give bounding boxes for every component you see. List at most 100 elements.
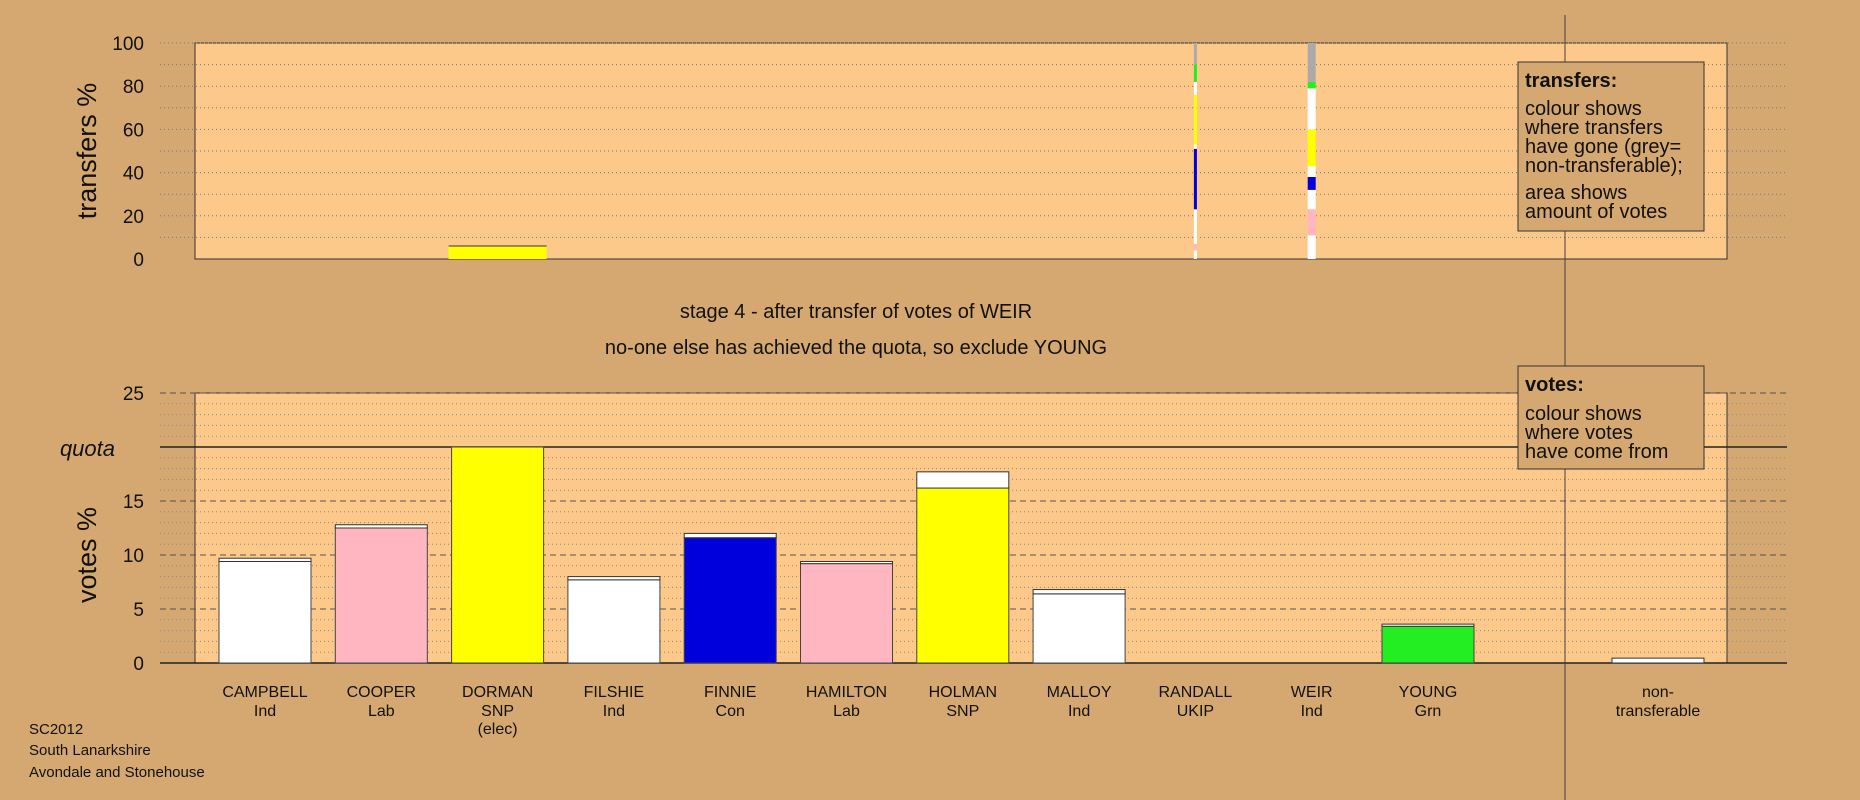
- candidate-party: Ind: [1301, 703, 1323, 720]
- quota-label: quota: [60, 436, 115, 461]
- transfer-segment: [1307, 176, 1316, 190]
- transfer-segment: [1193, 250, 1197, 259]
- votes-legend-title: votes:: [1525, 374, 1584, 396]
- transfer-segment: [1307, 235, 1316, 259]
- transfers-bars: [448, 43, 1316, 259]
- candidate-name: FILSHIE: [584, 684, 644, 701]
- candidate-name: RANDALL: [1158, 684, 1232, 701]
- footer-election: SC2012: [29, 721, 83, 738]
- transfer-segment: [1307, 129, 1316, 167]
- candidate-name: HAMILTON: [806, 684, 887, 701]
- quota-caption: no-one else has achieved the quota, so e…: [605, 337, 1107, 359]
- vote-bar-transfer: [800, 560, 893, 565]
- candidate-party: Con: [716, 703, 745, 720]
- vote-bar: [1032, 593, 1126, 664]
- footer-ward: Avondale and Stonehouse: [29, 764, 205, 781]
- transfers-legend-line: have gone (grey=: [1525, 136, 1681, 158]
- candidate-name: DORMAN: [462, 684, 533, 701]
- candidate-labels: CAMPBELLIndCOOPERLabDORMANSNP(elec)FILSH…: [222, 684, 1700, 738]
- transfer-segment: [448, 246, 547, 259]
- transfers-legend-line: colour shows: [1525, 98, 1642, 120]
- y-tick-label: 0: [133, 654, 144, 675]
- transfer-segment: [1307, 43, 1316, 82]
- transfer-segment: [1193, 144, 1197, 149]
- candidate-party: Ind: [1068, 703, 1090, 720]
- nontransferable-label: non-: [1642, 684, 1674, 701]
- transfer-segment: [1193, 209, 1197, 244]
- votes-legend-line: colour shows: [1525, 403, 1642, 425]
- votes-legend-line: where votes: [1524, 422, 1633, 444]
- vote-bar-transfer: [218, 557, 312, 562]
- candidate-party: Lab: [833, 703, 860, 720]
- y-tick-label: 10: [123, 546, 144, 567]
- y-tick-label: 20: [123, 207, 144, 228]
- candidate-name: CAMPBELL: [222, 684, 307, 701]
- vote-bar-transfer: [567, 576, 661, 581]
- votes-legend-box: [1517, 365, 1705, 470]
- vote-bar-transfer: [334, 524, 428, 529]
- vote-bar: [451, 446, 545, 664]
- y-tick-label: 15: [123, 492, 144, 513]
- transfers-legend: transfers: colour shows where transfers …: [1517, 61, 1705, 232]
- candidate-name: MALLOY: [1047, 684, 1112, 701]
- vote-bar: [800, 563, 893, 664]
- candidate-name: FINNIE: [704, 684, 756, 701]
- vote-bar: [916, 487, 1010, 664]
- transfer-segment: [1193, 148, 1197, 210]
- transfer-segment: [1193, 43, 1197, 65]
- candidate-name: WEIR: [1291, 684, 1333, 701]
- nontransferable-bar: [1611, 657, 1705, 664]
- transfer-segment: [1193, 243, 1197, 251]
- transfer-segment: [1307, 81, 1316, 89]
- candidate-name: HOLMAN: [929, 684, 997, 701]
- candidate-party: Grn: [1415, 703, 1442, 720]
- nontransferable-label: transferable: [1616, 703, 1701, 720]
- y-tick-label: 60: [123, 120, 144, 141]
- transfer-segment: [1193, 81, 1197, 95]
- y-tick-label: 80: [123, 77, 144, 98]
- vote-bar-transfer: [683, 532, 777, 539]
- y-tick-label: 40: [123, 164, 144, 185]
- transfers-legend-line: area shows: [1525, 182, 1627, 204]
- vote-bar-transfer: [1032, 589, 1126, 595]
- candidate-status: (elec): [478, 721, 518, 738]
- y-tick-label: 100: [112, 34, 144, 55]
- transfer-segment: [1307, 166, 1316, 177]
- stage-caption: stage 4 - after transfer of votes of WEI…: [680, 301, 1032, 323]
- transfers-legend-line: where transfers: [1524, 117, 1663, 139]
- transfers-y-ticks: 0 20 40 60 80 100: [112, 34, 144, 271]
- vote-bar: [683, 537, 777, 664]
- votes-legend-line: have come from: [1525, 441, 1668, 463]
- transfers-legend-title: transfers:: [1525, 70, 1617, 92]
- vote-bar: [334, 527, 428, 664]
- transfers-legend-line: non-transferable);: [1525, 155, 1683, 177]
- vote-bar: [567, 579, 661, 664]
- candidate-name: COOPER: [347, 684, 416, 701]
- y-tick-label: 0: [133, 250, 144, 271]
- vote-bar-transfer: [916, 471, 1010, 489]
- candidate-name: YOUNG: [1399, 684, 1458, 701]
- votes-bars: [218, 446, 1705, 664]
- candidate-party: Ind: [254, 703, 276, 720]
- votes-legend: votes: colour shows where votes have com…: [1517, 365, 1705, 470]
- candidate-party: Lab: [368, 703, 395, 720]
- votes-axis-title: votes %: [72, 507, 102, 603]
- footer-council: South Lanarkshire: [29, 742, 151, 759]
- vote-bar-transfer: [1381, 623, 1475, 627]
- votes-y-ticks: 0 5 10 15 25: [123, 384, 144, 675]
- candidate-party: Ind: [603, 703, 625, 720]
- y-tick-label: 5: [133, 600, 144, 621]
- transfer-segment: [1307, 209, 1316, 236]
- transfer-segment: [1193, 64, 1197, 82]
- transfers-legend-line: amount of votes: [1525, 201, 1667, 223]
- transfer-segment: [1307, 88, 1316, 130]
- vote-bar: [218, 560, 312, 664]
- candidate-party: UKIP: [1177, 703, 1214, 720]
- vote-bar: [1381, 625, 1475, 664]
- transfer-segment: [1193, 94, 1197, 145]
- candidate-party: SNP: [946, 703, 979, 720]
- candidate-party: SNP: [481, 703, 514, 720]
- transfers-axis-title: transfers %: [72, 83, 102, 220]
- transfers-legend-box: [1517, 61, 1705, 232]
